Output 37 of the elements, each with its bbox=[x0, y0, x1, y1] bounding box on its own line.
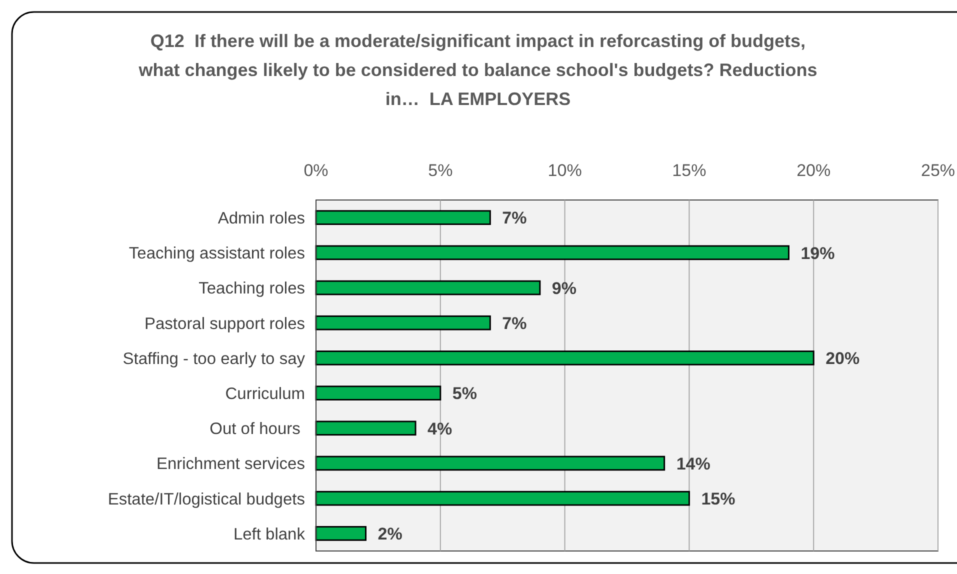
x-tick-label: 10% bbox=[548, 161, 582, 180]
data-label: 5% bbox=[452, 384, 477, 404]
bar bbox=[315, 456, 666, 471]
bar bbox=[315, 420, 416, 436]
bar bbox=[315, 490, 690, 506]
y-tick-label: Pastoral support roles bbox=[144, 314, 305, 333]
y-tick-label: Out of hours bbox=[210, 420, 305, 438]
data-label: 7% bbox=[502, 208, 527, 228]
x-tick-label: 25% bbox=[920, 161, 956, 180]
data-label: 14% bbox=[676, 454, 710, 474]
data-label: 4% bbox=[428, 419, 452, 438]
y-tick-label: Teaching assistant roles bbox=[128, 244, 305, 263]
bar bbox=[315, 386, 442, 400]
data-label: 20% bbox=[826, 349, 860, 368]
bar bbox=[315, 350, 814, 366]
bar bbox=[315, 210, 491, 225]
data-label: 7% bbox=[502, 314, 527, 333]
x-tick-label: 0% bbox=[304, 161, 328, 180]
data-label: 2% bbox=[378, 524, 402, 544]
data-label: 9% bbox=[552, 278, 576, 298]
bar bbox=[315, 245, 790, 260]
x-tick-label: 20% bbox=[796, 161, 831, 180]
y-tick-label: Curriculum bbox=[225, 384, 305, 403]
data-label: 19% bbox=[800, 244, 835, 263]
bar bbox=[315, 280, 541, 296]
y-tick-label: Enrichment services bbox=[156, 455, 305, 474]
x-tick-label: 15% bbox=[672, 161, 706, 180]
y-tick-label: Staffing - too early to say bbox=[122, 350, 306, 368]
y-tick-label: Left blank bbox=[233, 525, 306, 544]
y-tick-label: Estate/IT/logistical budgets bbox=[108, 490, 305, 508]
bar bbox=[315, 526, 367, 541]
data-label: 15% bbox=[701, 489, 736, 508]
y-tick-label: Admin roles bbox=[218, 209, 305, 228]
x-tick-label: 5% bbox=[428, 161, 453, 180]
y-tick-label: Teaching roles bbox=[198, 280, 305, 298]
bar bbox=[315, 315, 491, 330]
chart-title: Q12 If there will be a moderate/significant impact in reforcasting of budgets, what changes likely to be considered to balance school's budgets? Reductions in… LA EMPLOYERS bbox=[138, 31, 818, 109]
